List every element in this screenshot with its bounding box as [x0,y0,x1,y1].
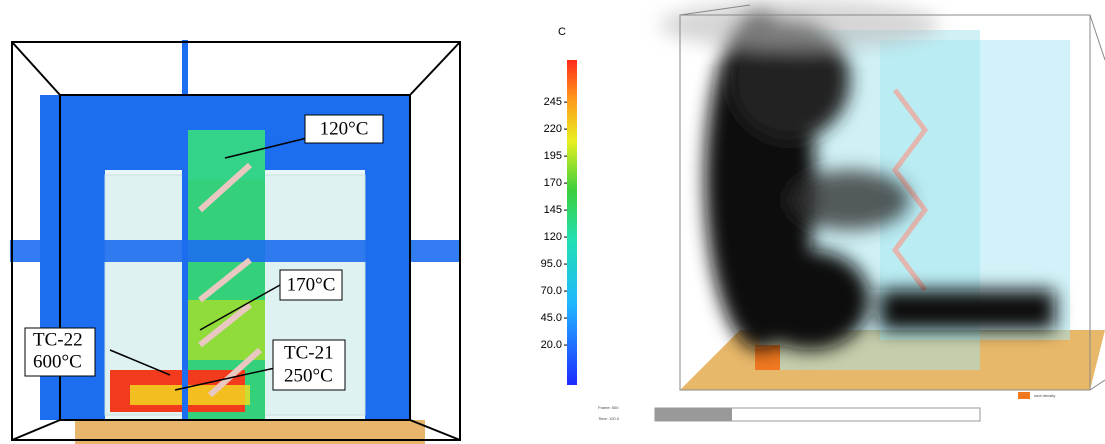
colorbar-unit: C [558,26,566,38]
annotation: 250°C [284,365,333,386]
annotation: 170°C [287,274,336,295]
legend-label: soot density [1034,393,1055,398]
time-label: Time: 120.0 [598,416,620,421]
annotation: 120°C [320,118,369,139]
colorbar-tick-label: 170 [544,177,562,189]
legend-swatch [1018,392,1030,399]
annotation: TC-21 [284,342,334,363]
colorbar-scale [567,60,577,385]
colorbar-tick-label: 70.0 [541,285,562,297]
right-panel: soot density Frame: 500 Time: 120.0 [598,0,1105,421]
colorbar-tick-label: 245 [544,96,562,108]
colorbar-tick-label: 120 [544,231,562,243]
v-plane [182,40,188,440]
progress-fill [655,408,732,421]
colorbar-tick-label: 145 [544,204,562,216]
stair-column [183,300,265,360]
colorbar-tick-label: 195 [544,150,562,162]
annotation: TC-22 [33,329,83,350]
colorbar-tick-label: 95.0 [541,258,562,270]
colorbar-tick-label: 220 [544,123,562,135]
colorbar-tick-label: 20.0 [541,339,562,351]
colorbar-tick-label: 45.0 [541,312,562,324]
figure: 120°C 170°C TC-22 600°C TC-21 250°C C 24… [0,0,1105,444]
page: 120°C 170°C TC-22 600°C TC-21 250°C C 24… [0,0,1105,444]
annotation: 600°C [33,351,82,372]
colorbar: C 245 220 195 170 145 120 95.0 70.0 45.0 20.0 [541,26,577,385]
left-panel: 120°C 170°C TC-22 600°C TC-21 250°C [10,40,460,444]
stair-column [183,130,265,180]
hot-zone [130,385,250,405]
h-plane [10,240,460,262]
frame-label: Frame: 500 [598,405,619,410]
